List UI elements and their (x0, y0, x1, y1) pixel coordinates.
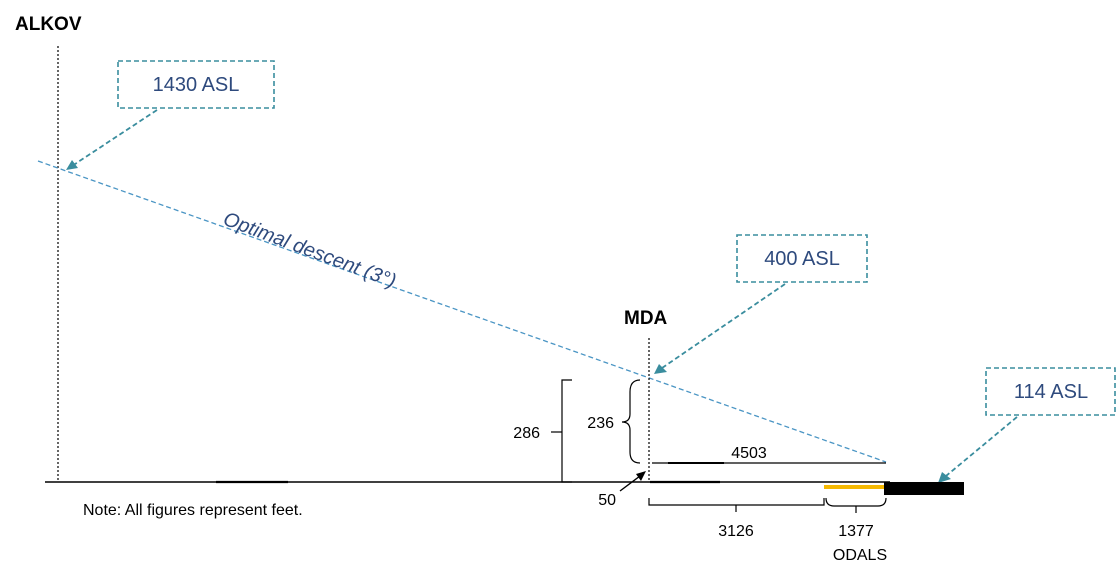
odals-lights-bar (824, 485, 884, 489)
callout-leader-alkov (71, 109, 158, 167)
optimal-descent-label: Optimal descent (3°) (220, 208, 399, 293)
alkov-label: ALKOV (15, 14, 82, 35)
bracket-1377 (825, 497, 887, 507)
note-text: Note: All figures represent feet. (83, 502, 303, 519)
alkov-altitude-label: 1430 ASL (153, 74, 240, 96)
callout-box-mda-altitude (736, 234, 868, 283)
callout-box-runway-altitude (985, 367, 1116, 416)
callout-box-alkov-altitude (117, 60, 275, 109)
callout-leader-runway (945, 416, 1018, 477)
brace-286 (561, 379, 572, 483)
callout-arrowhead-runway (938, 472, 951, 483)
callout-arrowhead-alkov (66, 160, 78, 170)
mda-altitude-label: 400 ASL (764, 248, 840, 270)
odals-label: ODALS (833, 547, 887, 564)
bracket-3126 (648, 498, 825, 506)
dimension-3126-label: 3126 (718, 523, 754, 540)
runway-bar (884, 482, 964, 495)
dimension-50-label: 50 (598, 492, 616, 509)
runway-altitude-label: 114 ASL (1014, 381, 1088, 403)
dimension-50-arrow-line (619, 475, 641, 492)
brace-236 (621, 379, 641, 464)
callout-arrowhead-mda (654, 364, 667, 374)
dimension-1377-label: 1377 (838, 523, 874, 540)
dimension-4503-label: 4503 (731, 445, 767, 462)
mda-label: MDA (624, 308, 668, 329)
optimal-descent-path (37, 160, 887, 463)
dimension-286-label: 286 (513, 425, 540, 442)
dimension-236-label: 236 (587, 415, 614, 432)
dimension-50-arrowhead (636, 471, 646, 481)
callout-leader-mda (661, 283, 786, 369)
